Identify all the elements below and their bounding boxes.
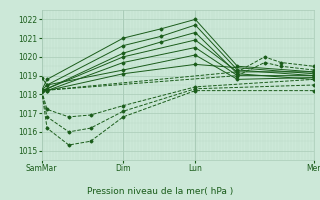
Text: Pression niveau de la mer( hPa ): Pression niveau de la mer( hPa ) (87, 187, 233, 196)
